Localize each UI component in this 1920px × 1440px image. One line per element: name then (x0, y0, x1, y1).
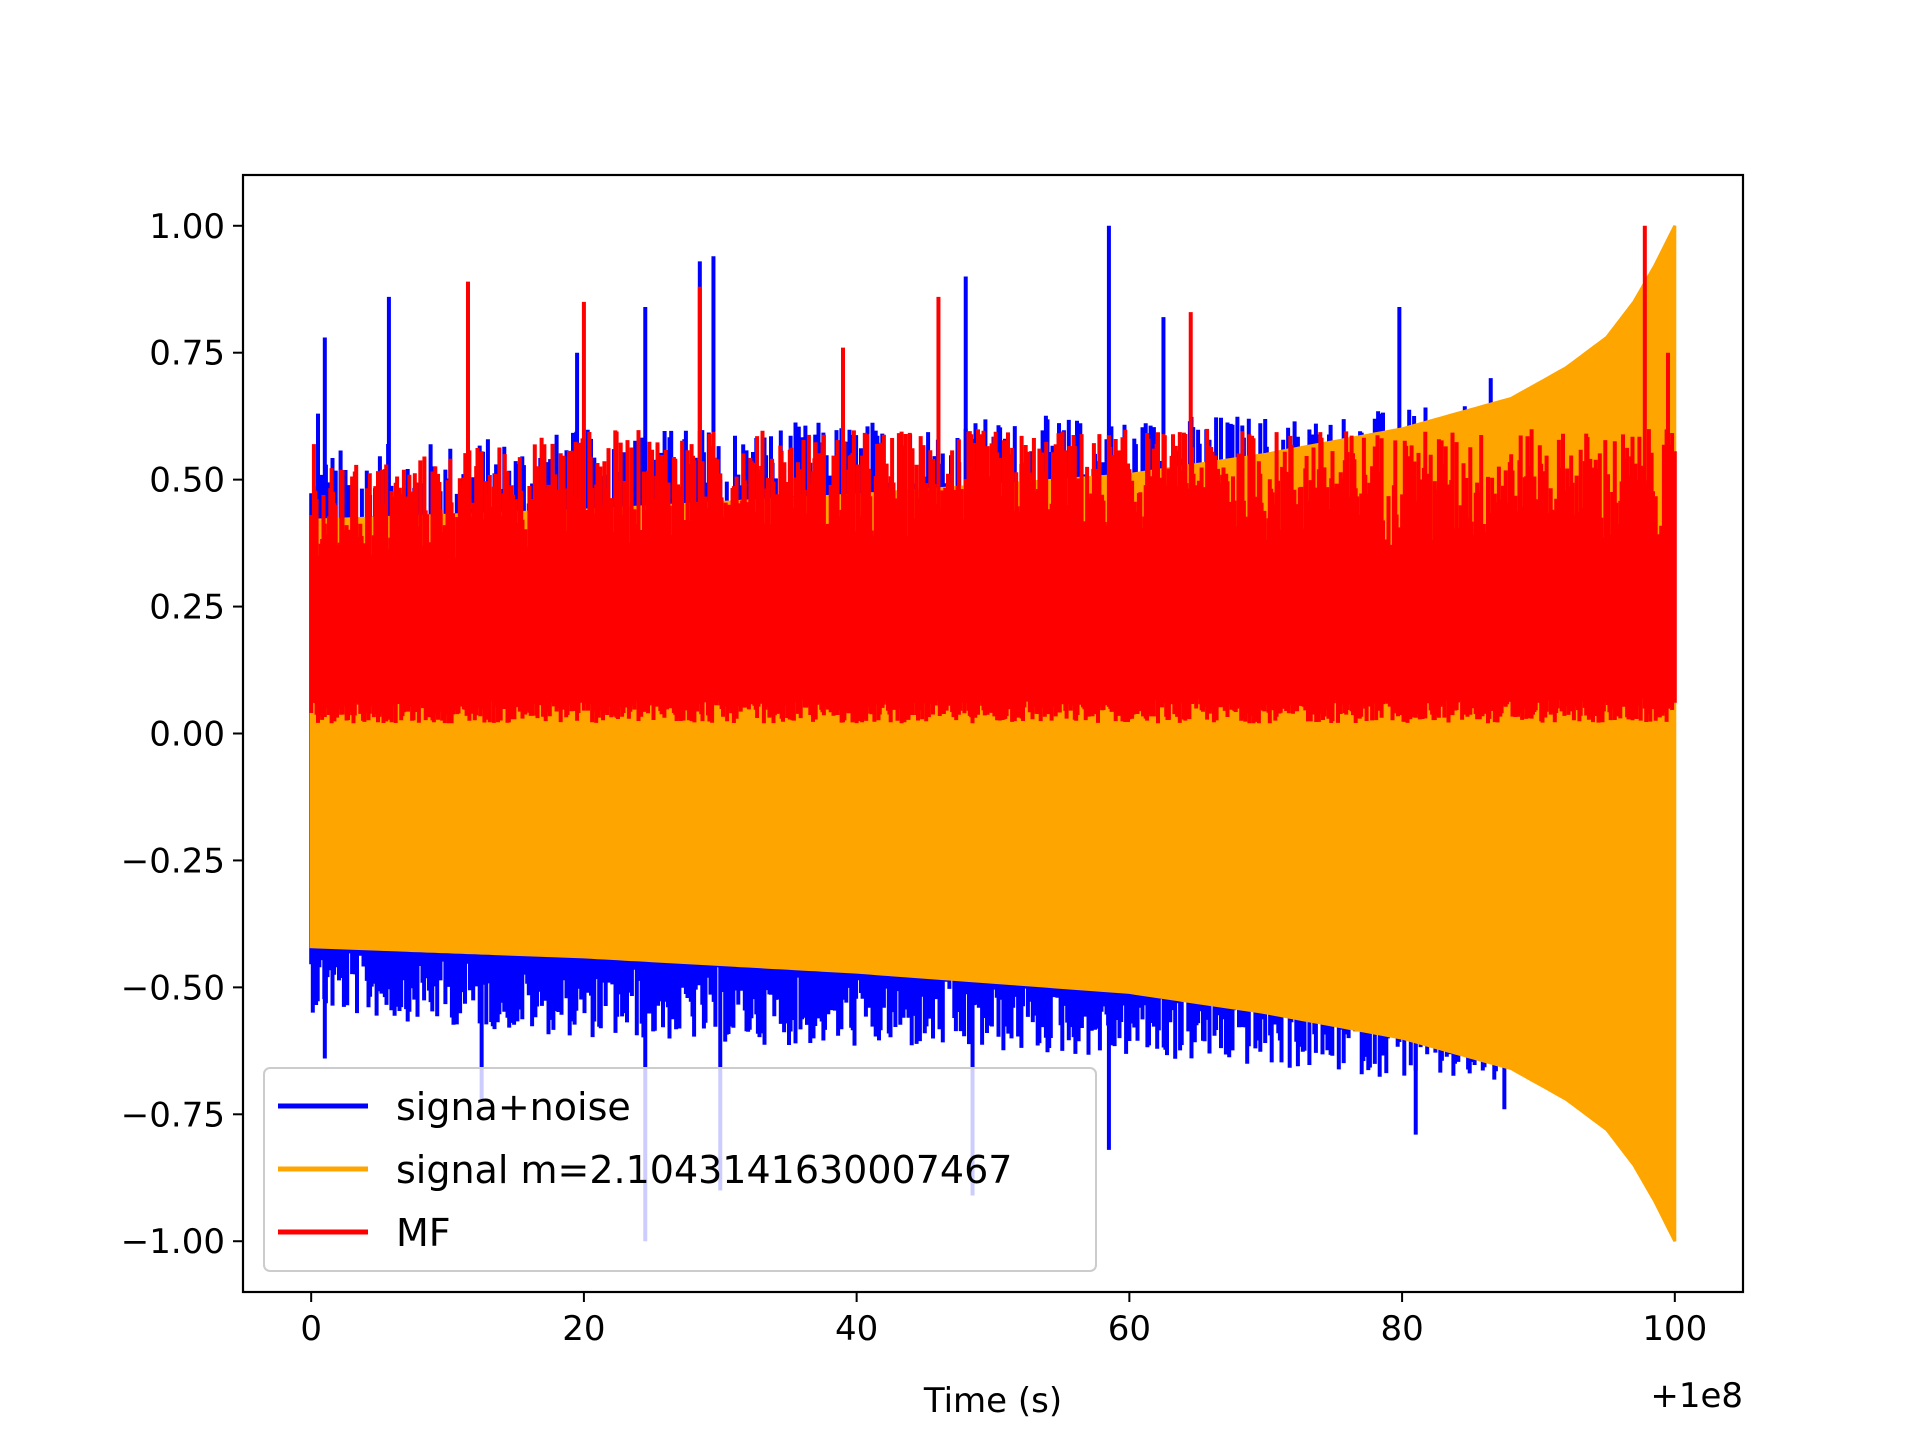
x-tick-label: 100 (1642, 1309, 1707, 1349)
x-tick-label: 80 (1380, 1309, 1423, 1349)
y-tick-label: −1.00 (121, 1222, 225, 1262)
series-layer (309, 225, 1677, 1242)
x-tick-label: 60 (1108, 1309, 1151, 1349)
y-tick-label: 0.75 (149, 334, 225, 374)
x-axis-label: Time (s) (923, 1381, 1062, 1421)
y-tick-label: 0.50 (149, 461, 225, 501)
series-mf (309, 225, 1677, 724)
x-tick-label: 20 (562, 1309, 605, 1349)
y-tick-label: 1.00 (149, 207, 225, 247)
legend-label: MF (396, 1211, 451, 1255)
y-tick-label: −0.50 (121, 968, 225, 1008)
x-tick-label: 0 (300, 1309, 322, 1349)
x-tick-label: 40 (835, 1309, 878, 1349)
mf-line (309, 428, 1677, 724)
legend-box (263, 1067, 1097, 1272)
legend-label: signal m=2.1043141630007467 (396, 1148, 1012, 1192)
legend: signa+noise signal m=2.1043141630007467 MF (263, 1067, 1097, 1272)
legend-label: signa+noise (396, 1085, 631, 1129)
y-tick-label: 0.25 (149, 588, 225, 628)
y-tick-label: −0.25 (121, 841, 225, 881)
y-tick-label: −0.75 (121, 1095, 225, 1135)
y-tick-label: 0.00 (149, 715, 225, 755)
x-axis: 0 20 40 60 80 100 (300, 1292, 1707, 1349)
y-axis: −1.00 −0.75 −0.50 −0.25 0.00 0.25 0.50 0.75 1.00 (121, 207, 243, 1262)
x-axis-offset-label: +1e8 (1650, 1376, 1743, 1416)
